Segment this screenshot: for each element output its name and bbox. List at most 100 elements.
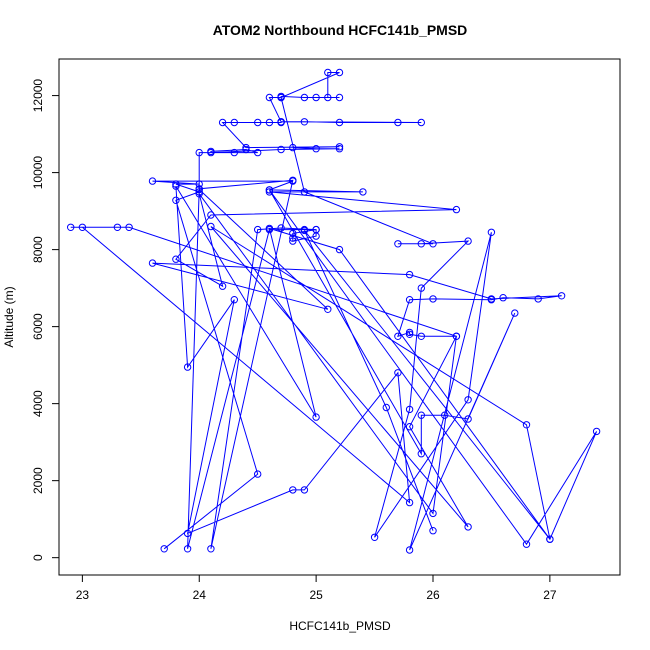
data-point-15: [195, 190, 203, 198]
data-point-78: [335, 68, 344, 77]
data-point-65: [300, 118, 309, 126]
data-point-86: [405, 405, 414, 414]
data-point-101: [265, 224, 274, 233]
data-point-111: [78, 223, 87, 232]
data-point-37: [289, 229, 297, 238]
data-point-58: [242, 143, 250, 152]
data-point-84: [464, 237, 472, 245]
data-point-82: [394, 240, 402, 248]
data-point-69: [277, 118, 285, 126]
data-point-94: [417, 411, 425, 419]
y-tick-label-0: 0: [31, 554, 45, 561]
data-point-54: [335, 145, 344, 153]
data-point-26: [534, 295, 542, 303]
data-point-10: [265, 188, 274, 196]
x-tick-label-2: 25: [309, 588, 323, 602]
data-point-109: [394, 369, 402, 377]
data-point-90: [405, 546, 414, 554]
data-point-67: [394, 118, 402, 127]
data-point-114: [125, 223, 133, 232]
data-point-91: [511, 309, 519, 317]
data-point-66: [335, 118, 344, 127]
data-point-60: [230, 118, 239, 127]
data-point-110: [405, 498, 414, 507]
data-point-38: [289, 234, 297, 242]
data-point-83: [417, 240, 425, 248]
data-point-57: [335, 143, 344, 151]
data-point-21: [394, 332, 402, 340]
data-point-92: [464, 415, 472, 423]
data-point-43: [254, 225, 262, 234]
data-point-6: [148, 177, 157, 185]
y-tick-label-2: 4000: [31, 390, 45, 417]
data-point-39: [289, 237, 297, 245]
data-point-121: [300, 226, 309, 235]
data-point-0: [160, 545, 168, 553]
data-point-70: [265, 93, 274, 102]
data-point-56: [289, 143, 297, 152]
data-point-3: [195, 188, 203, 196]
data-point-42: [277, 224, 285, 232]
data-point-50: [242, 145, 250, 154]
data-point-117: [464, 523, 472, 531]
data-point-31: [324, 305, 332, 313]
data-point-89: [487, 228, 496, 237]
x-tick-label-0: 23: [76, 588, 90, 602]
data-point-30: [148, 259, 157, 267]
data-point-45: [289, 176, 297, 185]
data-point-46: [195, 185, 203, 193]
data-point-75: [335, 93, 344, 102]
data-point-9: [359, 188, 367, 196]
data-point-18: [417, 332, 425, 340]
data-point-68: [417, 118, 425, 127]
data-point-61: [254, 118, 262, 127]
data-point-95: [417, 450, 425, 458]
y-tick-label-6: 12000: [31, 79, 45, 113]
plot-area: [67, 68, 601, 554]
data-point-81: [429, 240, 437, 248]
data-point-48: [230, 148, 239, 157]
data-point-113: [113, 223, 122, 232]
y-tick-label-1: 2000: [31, 467, 45, 494]
data-point-104: [183, 363, 192, 371]
data-point-98: [592, 427, 601, 436]
data-point-116: [405, 423, 414, 431]
data-point-41: [312, 225, 320, 234]
y-axis-label: Altitude (m): [2, 286, 16, 347]
data-point-76: [324, 93, 332, 102]
data-point-2: [172, 196, 180, 205]
y-tick-label-5: 10000: [31, 156, 45, 190]
data-point-123: [429, 527, 437, 535]
data-point-74: [312, 93, 320, 102]
data-point-119: [522, 421, 531, 429]
data-point-97: [522, 540, 531, 548]
data-point-108: [300, 486, 309, 494]
data-point-120: [546, 535, 554, 543]
data-point-62: [265, 118, 274, 127]
plot-frame: [58, 58, 621, 576]
data-point-4: [172, 180, 180, 188]
data-point-49: [254, 148, 262, 157]
data-point-118: [207, 222, 215, 231]
data-point-12: [207, 211, 215, 219]
data-point-106: [183, 529, 192, 538]
data-point-96: [265, 186, 274, 194]
data-point-29: [405, 270, 414, 279]
data-point-53: [277, 145, 285, 154]
y-tick-label-3: 6000: [31, 313, 45, 340]
data-point-44: [207, 545, 215, 553]
data-point-52: [207, 148, 215, 157]
data-point-1: [254, 470, 262, 478]
y-axis: 0 2000 4000 6000 8000 10000 12000: [31, 79, 59, 561]
data-point-55: [312, 145, 320, 153]
data-point-103: [172, 182, 180, 190]
data-point-28: [487, 295, 496, 303]
data-point-115: [452, 332, 461, 340]
data-point-87: [370, 533, 379, 541]
x-axis: 23 24 25 26 27: [76, 575, 557, 602]
data-point-112: [67, 223, 75, 232]
x-tick-label-1: 24: [193, 588, 207, 602]
data-point-16: [429, 509, 437, 518]
y-tick-label-4: 8000: [31, 236, 45, 263]
